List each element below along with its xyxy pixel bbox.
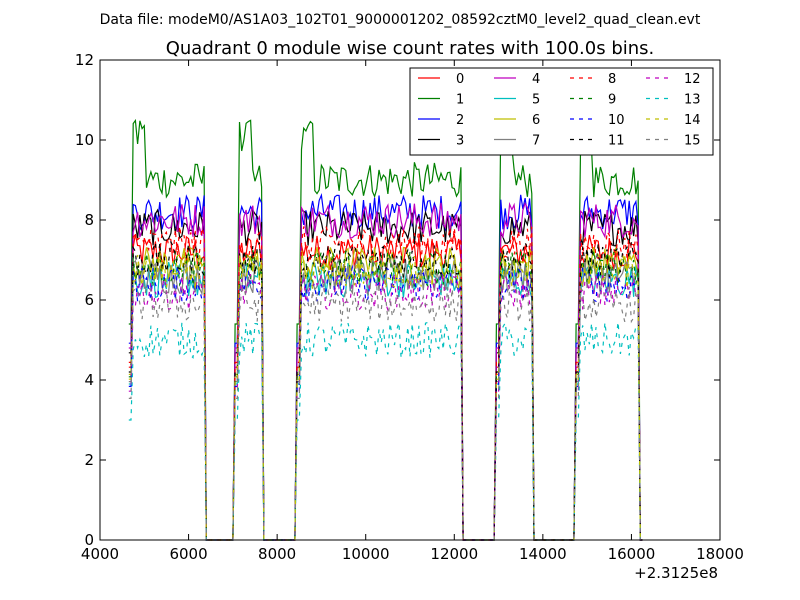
legend-label-15: 15	[684, 134, 701, 149]
legend-label-10: 10	[608, 113, 625, 128]
x-tick-label: 6000	[169, 545, 207, 563]
y-tick-label: 8	[84, 211, 94, 229]
y-tick-label: 12	[75, 51, 94, 69]
legend-label-3: 3	[456, 134, 464, 149]
x-tick-label: 10000	[342, 545, 390, 563]
y-tick-label: 4	[84, 371, 94, 389]
legend-label-11: 11	[608, 134, 625, 149]
x-offset-label: +2.3125e8	[634, 564, 718, 582]
series-layer	[128, 118, 643, 541]
chart-title: Quadrant 0 module wise count rates with …	[166, 38, 655, 59]
x-tick-label: 8000	[258, 545, 296, 563]
legend-frame	[409, 67, 714, 156]
y-tick-label: 6	[84, 291, 94, 309]
y-tick-label: 0	[84, 531, 94, 549]
legend-label-14: 14	[684, 113, 701, 128]
x-tick-label: 12000	[430, 545, 478, 563]
x-tick-label: 14000	[519, 545, 567, 563]
legend-label-8: 8	[608, 72, 616, 87]
legend-label-6: 6	[532, 113, 540, 128]
legend-label-13: 13	[684, 93, 701, 108]
legend-label-4: 4	[532, 72, 540, 87]
legend-label-7: 7	[532, 134, 540, 149]
legend-label-0: 0	[456, 72, 464, 87]
y-tick-label: 2	[84, 451, 94, 469]
x-tick-label: 16000	[608, 545, 656, 563]
legend-label-9: 9	[608, 93, 616, 108]
axis-layer: 4000 6000 8000 10000 12000 14000 16000 18000 0 2 4…	[75, 51, 744, 563]
x-tick-label: 18000	[696, 545, 744, 563]
legend-label-2: 2	[456, 113, 464, 128]
y-tick-label: 10	[75, 131, 94, 149]
data-file-header: Data file: modeM0/AS1A03_102T01_90000012…	[100, 12, 701, 28]
legend-label-1: 1	[456, 93, 464, 108]
legend-label-12: 12	[684, 72, 701, 87]
x-tick-label: 4000	[81, 545, 119, 563]
legend-label-5: 5	[532, 93, 540, 108]
